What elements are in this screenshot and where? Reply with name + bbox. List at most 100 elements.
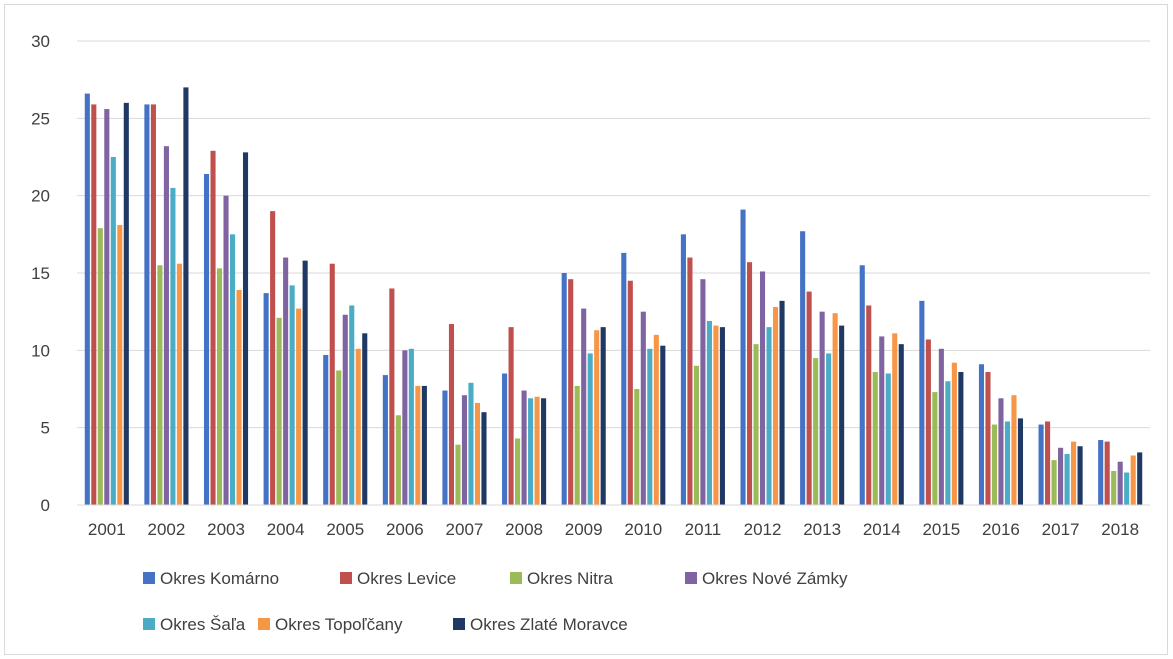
bar — [1058, 447, 1064, 505]
bar — [759, 271, 766, 505]
bar — [594, 330, 600, 505]
bar — [766, 327, 772, 505]
bar — [985, 371, 991, 505]
bar — [336, 370, 342, 505]
x-tick-label: 2010 — [624, 520, 662, 539]
bar — [627, 280, 633, 505]
legend-swatch — [143, 572, 155, 584]
bar — [302, 260, 308, 505]
bar — [1064, 453, 1070, 505]
bar — [110, 157, 116, 505]
x-tick-label: 2017 — [1042, 520, 1080, 539]
bar — [362, 333, 368, 505]
bar — [1051, 460, 1057, 505]
bar — [349, 305, 355, 505]
bar — [150, 104, 156, 505]
bar — [832, 313, 838, 505]
bar — [687, 257, 693, 505]
legend-swatch — [453, 618, 465, 630]
bar — [521, 390, 527, 505]
bar — [163, 146, 169, 506]
legend-label: Okres Zlaté Moravce — [470, 615, 628, 634]
x-tick-label: 2003 — [207, 520, 245, 539]
bar — [879, 336, 885, 505]
bar — [587, 353, 593, 505]
bar — [991, 424, 998, 505]
x-tick-label: 2007 — [446, 520, 484, 539]
bar — [183, 87, 189, 506]
bar — [1011, 395, 1017, 505]
bar — [568, 279, 574, 505]
bar — [1111, 470, 1117, 505]
bar — [382, 375, 388, 505]
bar — [1124, 472, 1130, 505]
x-tick-label: 2006 — [386, 520, 424, 539]
legend-label: Okres Nové Zámky — [702, 569, 848, 588]
bar — [839, 325, 845, 505]
bar — [528, 398, 534, 505]
bar — [945, 381, 951, 505]
y-tick-label: 5 — [41, 419, 50, 438]
bar — [813, 358, 819, 505]
y-tick-label: 20 — [31, 187, 50, 206]
bar — [859, 265, 865, 505]
bar — [355, 348, 361, 505]
bar — [534, 396, 540, 505]
bar — [91, 104, 97, 505]
bar — [1117, 461, 1123, 505]
bar — [647, 348, 653, 505]
legend-swatch — [143, 618, 155, 630]
y-tick-label: 15 — [31, 264, 50, 283]
bar — [938, 348, 944, 505]
x-tick-label: 2002 — [148, 520, 186, 539]
bar — [104, 109, 110, 506]
x-tick-label: 2008 — [505, 520, 543, 539]
legend-swatch — [340, 572, 352, 584]
bar — [574, 385, 580, 505]
bar — [170, 187, 176, 505]
bar — [123, 102, 129, 506]
bar — [216, 268, 223, 505]
bar — [581, 308, 587, 505]
x-tick-label: 2005 — [326, 520, 364, 539]
bar — [481, 412, 487, 505]
bar — [826, 353, 832, 505]
bar — [713, 325, 719, 505]
bar — [700, 279, 706, 505]
legend-label: Okres Šaľa — [160, 615, 246, 634]
y-tick-label: 30 — [31, 32, 50, 51]
bar — [925, 339, 931, 505]
bar — [951, 362, 957, 505]
bar — [323, 354, 329, 505]
bar — [772, 307, 779, 505]
bar — [395, 415, 401, 505]
bar — [740, 209, 746, 505]
x-tick-label: 2016 — [982, 520, 1020, 539]
x-tick-label: 2015 — [922, 520, 960, 539]
legend-label: Okres Levice — [357, 569, 456, 588]
bar — [276, 317, 282, 505]
bar — [800, 231, 806, 506]
bar — [408, 348, 414, 505]
bar — [1104, 441, 1110, 505]
bar — [753, 344, 759, 505]
bar — [176, 263, 182, 505]
x-tick-label: 2018 — [1101, 520, 1139, 539]
bar — [442, 390, 448, 505]
bar — [502, 373, 508, 505]
legend-swatch — [258, 618, 270, 630]
bar — [706, 320, 712, 505]
bar — [468, 382, 474, 505]
bar — [680, 234, 686, 505]
bar — [415, 385, 421, 505]
bar — [866, 305, 872, 505]
bar — [455, 444, 461, 505]
bar — [448, 324, 455, 505]
bar — [389, 288, 395, 505]
bar — [561, 273, 567, 505]
bar — [932, 392, 938, 505]
bar — [515, 438, 521, 505]
x-tick-label: 2012 — [744, 520, 782, 539]
bar — [236, 290, 242, 505]
bar — [1004, 421, 1011, 505]
